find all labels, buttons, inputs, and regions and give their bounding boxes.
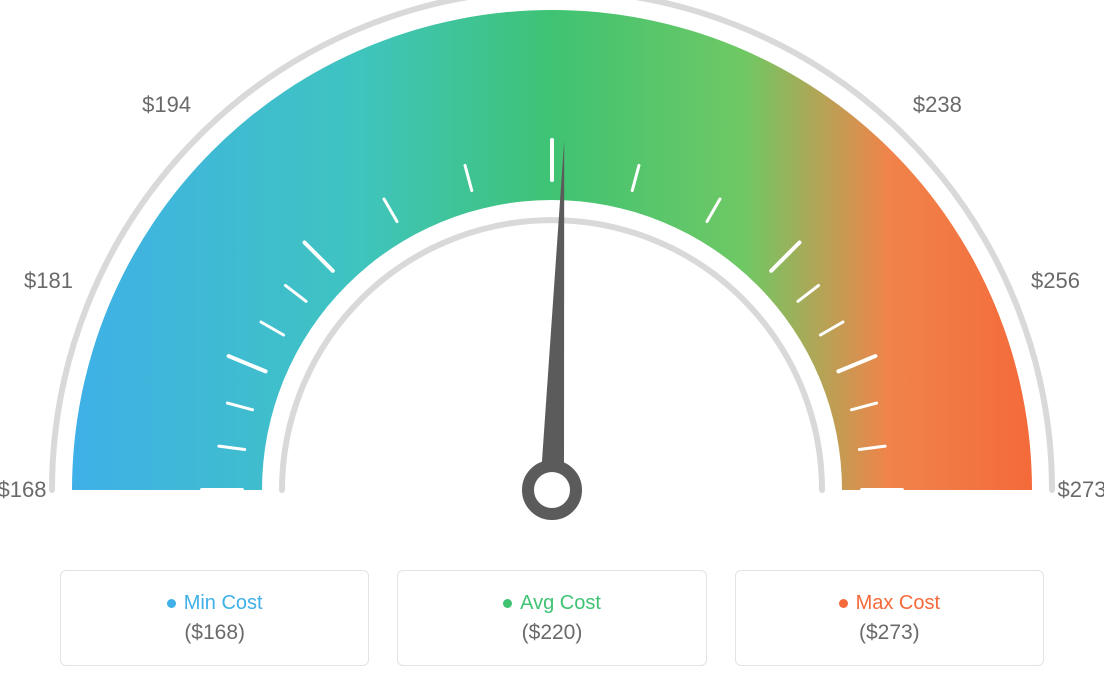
legend-card-max: Max Cost ($273) <box>735 570 1044 666</box>
legend-dot-min <box>167 599 176 608</box>
legend-value-min: ($168) <box>184 621 245 645</box>
legend-row: Min Cost ($168) Avg Cost ($220) Max Cost… <box>0 570 1104 690</box>
legend-dot-avg <box>503 599 512 608</box>
gauge-tick-label: $181 <box>24 268 73 294</box>
gauge-tick-label: $256 <box>1031 268 1080 294</box>
gauge-chart: $168$181$194$220$238$256$273 <box>0 0 1104 560</box>
legend-title-avg: Avg Cost <box>520 592 601 615</box>
legend-card-min: Min Cost ($168) <box>60 570 369 666</box>
gauge-hub <box>528 466 576 514</box>
legend-title-row: Avg Cost <box>503 592 601 615</box>
legend-card-avg: Avg Cost ($220) <box>397 570 706 666</box>
gauge-tick-label: $273 <box>1058 477 1104 503</box>
legend-title-max: Max Cost <box>856 592 940 615</box>
legend-title-row: Max Cost <box>839 592 940 615</box>
gauge-svg <box>0 0 1104 560</box>
legend-title-min: Min Cost <box>184 592 263 615</box>
legend-value-max: ($273) <box>859 621 920 645</box>
legend-dot-max <box>839 599 848 608</box>
gauge-tick-label: $238 <box>913 92 962 118</box>
gauge-tick-label: $194 <box>142 92 191 118</box>
gauge-tick-label: $168 <box>0 477 46 503</box>
legend-title-row: Min Cost <box>167 592 263 615</box>
legend-value-avg: ($220) <box>522 621 583 645</box>
